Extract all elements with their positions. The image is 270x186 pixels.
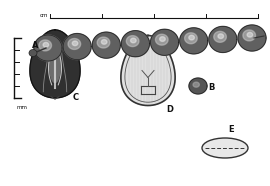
Ellipse shape [204,139,247,157]
Ellipse shape [29,49,37,57]
Polygon shape [39,40,52,51]
Polygon shape [214,31,226,42]
Polygon shape [97,37,110,48]
Polygon shape [34,35,62,61]
Ellipse shape [207,141,244,155]
Text: A: A [32,41,39,50]
Text: mm: mm [16,105,27,110]
Ellipse shape [49,46,61,83]
Polygon shape [68,39,81,49]
Polygon shape [92,32,120,58]
Polygon shape [72,41,78,46]
Text: C: C [73,93,79,102]
Polygon shape [63,34,91,60]
Ellipse shape [205,140,245,156]
Polygon shape [43,42,49,47]
Polygon shape [247,32,253,37]
Polygon shape [209,26,237,52]
Ellipse shape [202,138,248,158]
Text: E: E [228,125,234,134]
Polygon shape [193,82,199,87]
Polygon shape [189,78,207,94]
Polygon shape [243,30,255,41]
Polygon shape [160,37,165,41]
Polygon shape [130,38,136,43]
Text: D: D [166,105,173,114]
Polygon shape [238,25,266,51]
Polygon shape [185,33,197,44]
Polygon shape [189,35,194,40]
Polygon shape [126,36,139,46]
Polygon shape [218,34,224,39]
Polygon shape [122,31,149,57]
Polygon shape [156,34,168,45]
Polygon shape [102,40,107,44]
Text: B: B [208,83,214,92]
Polygon shape [151,29,178,55]
Polygon shape [180,28,208,54]
Polygon shape [30,30,80,98]
Text: cm: cm [40,13,49,18]
Polygon shape [121,36,175,105]
